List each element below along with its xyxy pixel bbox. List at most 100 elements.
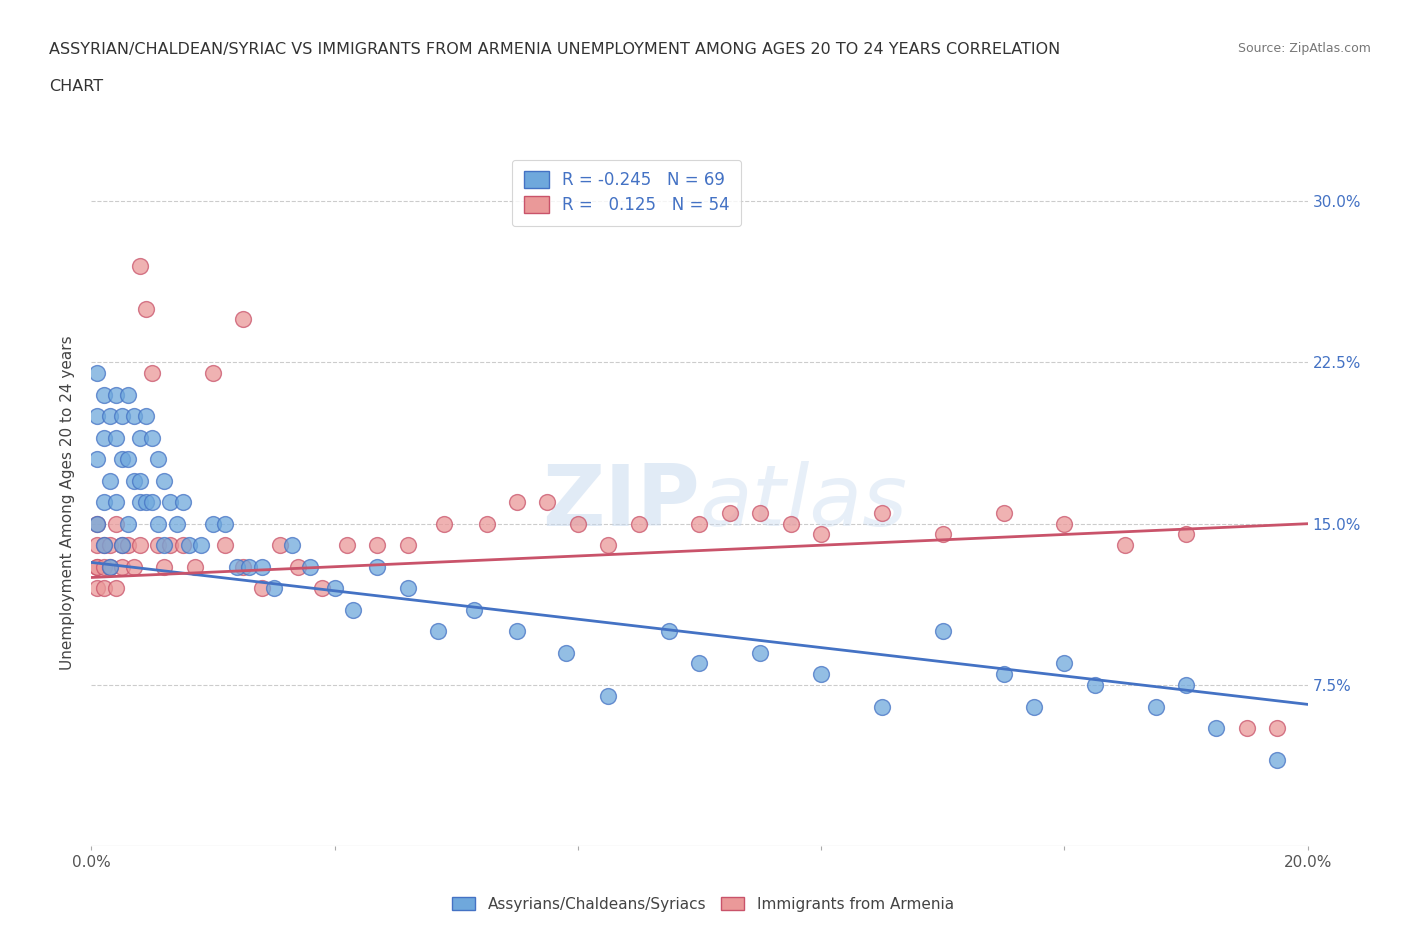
Point [1205,721,1227,736]
Point [202,516,225,531]
Point [122,409,145,424]
Point [153,538,176,552]
Point [129,495,152,510]
Point [1265,721,1288,736]
Point [153,559,176,574]
Point [166,516,188,531]
Point [98,473,121,488]
Point [177,538,200,552]
Point [475,516,498,531]
Point [104,516,127,531]
Point [269,538,291,552]
Point [427,624,450,639]
Point [567,516,589,531]
Point [1084,678,1107,693]
Point [779,516,801,531]
Point [93,580,115,596]
Point [86,409,108,424]
Text: atlas: atlas [699,460,907,544]
Point [111,452,134,467]
Point [536,495,558,510]
Point [93,431,115,445]
Point [627,516,650,531]
Point [86,452,108,467]
Point [238,559,260,574]
Point [111,409,134,424]
Point [1053,516,1076,531]
Point [98,559,121,574]
Point [870,699,893,714]
Point [281,538,304,552]
Point [810,667,832,682]
Point [117,387,139,402]
Point [1053,656,1076,671]
Point [172,538,194,552]
Point [554,645,576,660]
Point [135,301,157,316]
Point [287,559,309,574]
Point [141,365,163,380]
Point [104,495,127,510]
Point [506,624,529,639]
Point [810,527,832,542]
Point [148,516,170,531]
Point [117,538,139,552]
Point [396,538,419,552]
Point [86,516,108,531]
Point [214,538,236,552]
Point [870,506,893,521]
Point [93,538,115,552]
Point [366,559,388,574]
Y-axis label: Unemployment Among Ages 20 to 24 years: Unemployment Among Ages 20 to 24 years [60,335,76,670]
Point [336,538,359,552]
Point [129,538,152,552]
Point [232,312,254,326]
Point [598,538,620,552]
Point [184,559,207,574]
Point [129,431,152,445]
Point [1174,678,1197,693]
Point [148,538,170,552]
Point [98,409,121,424]
Point [396,580,419,596]
Point [98,538,121,552]
Point [263,580,285,596]
Point [1144,699,1167,714]
Point [931,624,953,639]
Point [463,603,485,618]
Point [993,506,1015,521]
Point [749,645,772,660]
Point [250,559,273,574]
Point [342,603,364,618]
Point [299,559,322,574]
Point [311,580,333,596]
Point [117,516,139,531]
Point [86,559,108,574]
Point [250,580,273,596]
Point [1265,753,1288,768]
Point [688,656,710,671]
Point [111,538,134,552]
Point [122,559,145,574]
Point [93,538,115,552]
Point [506,495,529,510]
Point [117,452,139,467]
Point [135,495,157,510]
Point [159,495,181,510]
Point [153,473,176,488]
Point [658,624,681,639]
Point [1022,699,1045,714]
Point [104,387,127,402]
Point [93,559,115,574]
Point [433,516,456,531]
Point [86,365,108,380]
Point [232,559,254,574]
Point [190,538,212,552]
Point [98,559,121,574]
Point [86,516,108,531]
Point [159,538,181,552]
Point [718,506,741,521]
Point [104,431,127,445]
Point [135,409,157,424]
Point [93,387,115,402]
